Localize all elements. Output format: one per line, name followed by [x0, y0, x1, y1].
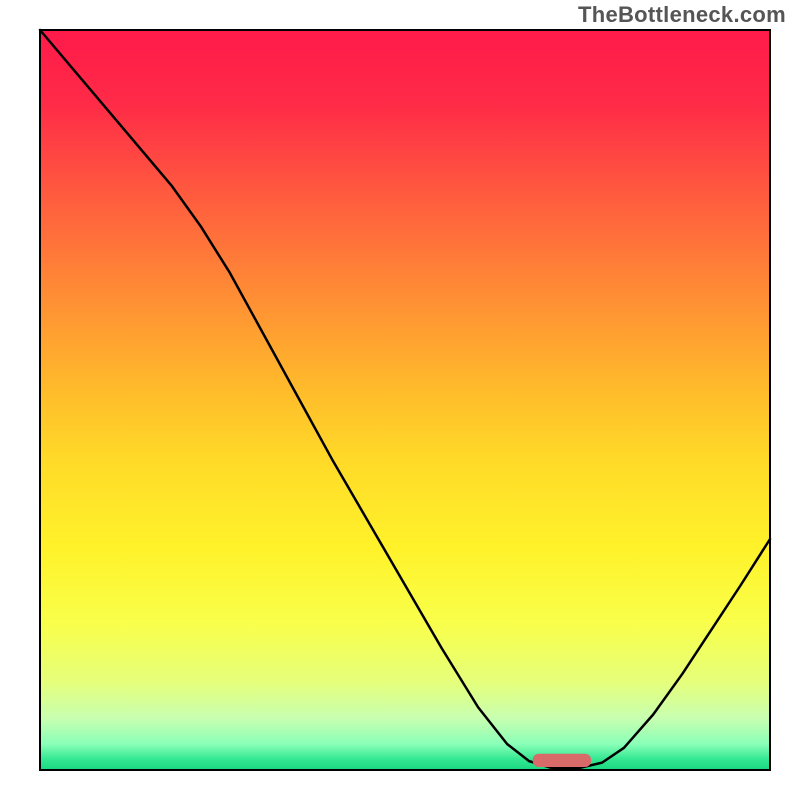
- optimal-marker: [533, 754, 591, 767]
- bottleneck-chart: [0, 0, 800, 800]
- chart-background: [40, 30, 770, 770]
- chart-container: TheBottleneck.com: [0, 0, 800, 800]
- watermark-label: TheBottleneck.com: [578, 2, 786, 28]
